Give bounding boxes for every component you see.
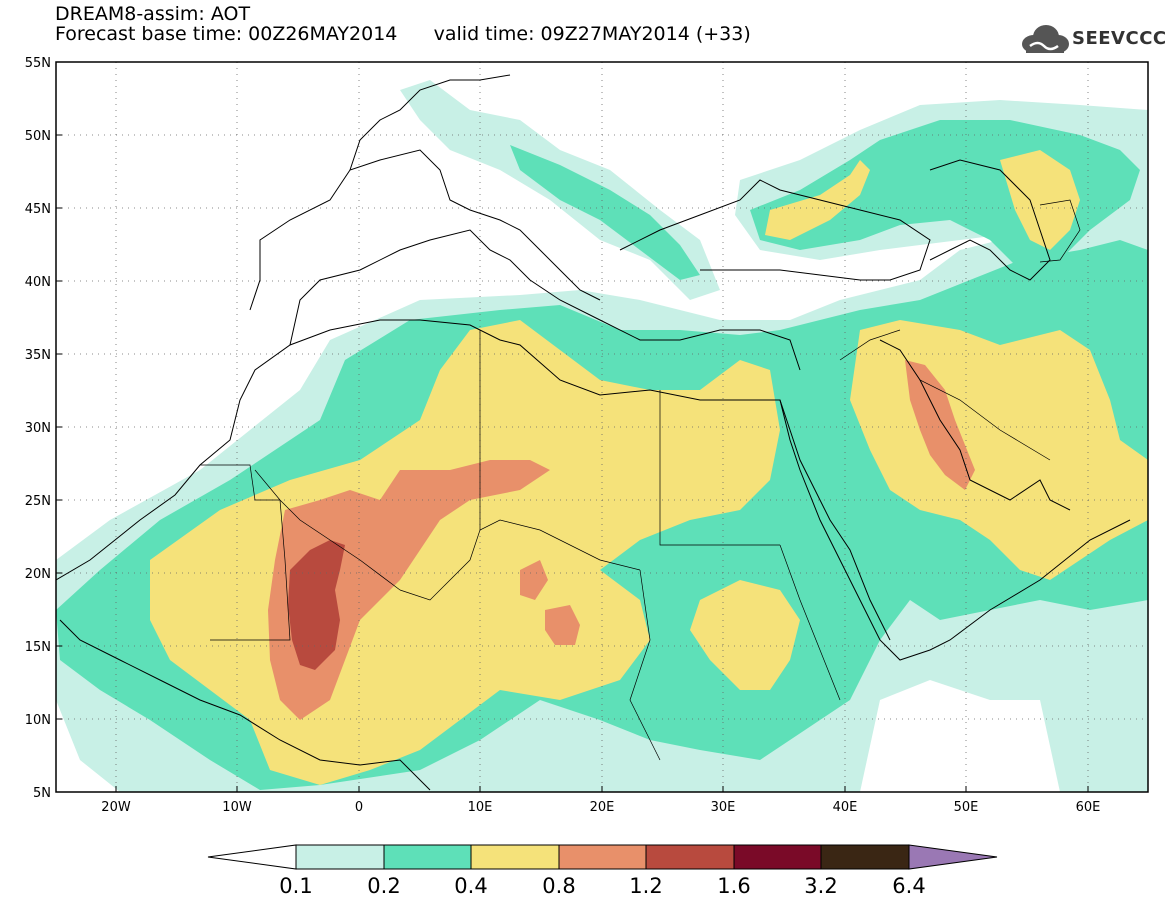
aot-band-0.8-spot (545, 605, 580, 645)
colorbar-label: 0.8 (542, 874, 575, 898)
colorbar-label: 0.2 (367, 874, 400, 898)
lat-label: 55N (25, 56, 51, 71)
lat-label: 5N (33, 786, 51, 801)
lat-label: 20N (25, 567, 51, 582)
lat-label: 35N (25, 348, 51, 363)
aot-band-0.8 (268, 460, 550, 720)
cloud-icon (1022, 25, 1069, 53)
colorbar-label: 1.2 (629, 874, 662, 898)
colorbar-high-arrow (908, 844, 998, 870)
colorbar-swatch-6 (733, 844, 822, 870)
colorbar-label: 0.4 (454, 874, 487, 898)
aot-contours (56, 62, 1148, 792)
aot-band-0.8-spot2 (520, 560, 548, 600)
lon-label: 30E (711, 800, 736, 815)
base-time: Forecast base time: 00Z26MAY2014 (55, 23, 398, 45)
colorbar-swatch-1 (295, 844, 385, 870)
forecast-times: Forecast base time: 00Z26MAY2014 valid t… (55, 24, 751, 44)
aot-band-0.4-caspian (1000, 150, 1080, 250)
logo-text: SEEVCCC (1072, 28, 1165, 49)
lat-label: 15N (25, 640, 51, 655)
colorbar-swatch-4 (558, 844, 647, 870)
colorbar (207, 844, 998, 870)
seevccc-logo: SEEVCCC (1018, 22, 1165, 56)
colorbar-labels: 0.1 0.2 0.4 0.8 1.2 1.6 3.2 6.4 (279, 874, 925, 898)
graticule (56, 62, 1148, 792)
valid-time: valid time: 09Z27MAY2014 (+33) (433, 23, 751, 45)
lon-label: 20W (101, 800, 131, 815)
aot-band-0.8-east (905, 360, 975, 490)
lat-label: 40N (25, 275, 51, 290)
colorbar-label: 6.4 (892, 874, 925, 898)
lon-label: 10E (468, 800, 493, 815)
colorbar-label: 3.2 (804, 874, 837, 898)
colorbar-swatch-5 (645, 844, 735, 870)
colorbar-swatch-7 (820, 844, 910, 870)
lat-labels: 5N 10N 15N 20N 25N 30N 35N 40N 45N 50N 5… (25, 56, 51, 801)
aot-band-0.4-south (690, 580, 800, 690)
colorbar-label: 1.6 (717, 874, 750, 898)
lat-label: 25N (25, 494, 51, 509)
lon-label: 60E (1076, 800, 1101, 815)
tick-marks (56, 61, 1089, 793)
lat-label: 10N (25, 713, 51, 728)
colorbar-swatch-3 (470, 844, 560, 870)
lon-label: 50E (954, 800, 979, 815)
colorbar-label: 0.1 (279, 874, 312, 898)
colorbar-low-arrow (207, 844, 297, 870)
map-title: DREAM8-assim: AOT (55, 3, 251, 25)
lon-labels: 20W 10W 0 10E 20E 30E 40E 50E 60E (101, 800, 1100, 815)
lon-label: 40E (833, 800, 858, 815)
colorbar-swatch-2 (383, 844, 472, 870)
lat-label: 45N (25, 202, 51, 217)
lon-label: 10W (222, 800, 252, 815)
lat-label: 30N (25, 421, 51, 436)
lon-label: 0 (355, 800, 363, 815)
country-borders (200, 199, 1081, 761)
aot-band-0.2-balkans (510, 145, 700, 280)
coastlines (56, 74, 1131, 791)
aot-band-1.2 (288, 540, 345, 670)
lat-label: 50N (25, 129, 51, 144)
aot-band-0.4-crimea (765, 160, 870, 240)
lon-label: 20E (590, 800, 615, 815)
